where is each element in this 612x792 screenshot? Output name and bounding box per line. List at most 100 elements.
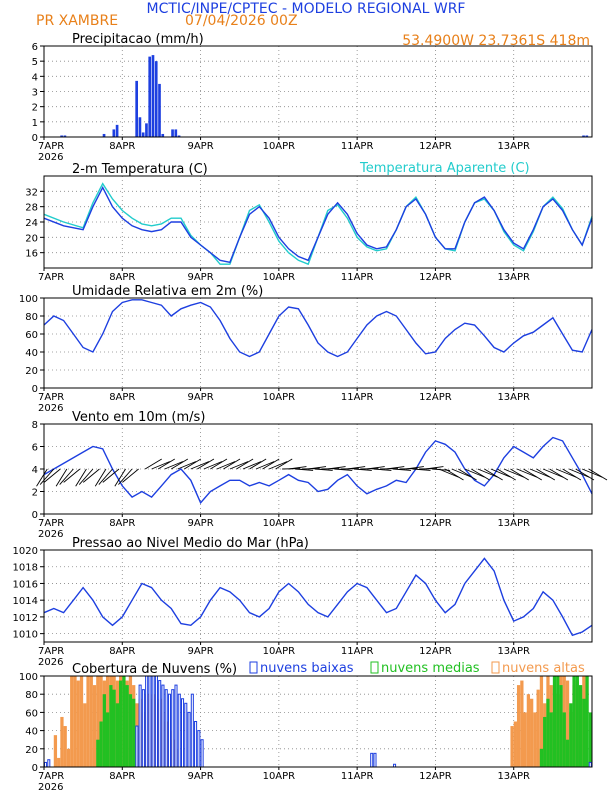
y-tick-label: 80 (25, 312, 38, 323)
cloud-bar-mid (562, 712, 566, 767)
wind-arrow (236, 458, 254, 470)
precip-bar (135, 80, 138, 137)
legend-swatch (491, 661, 500, 674)
x-tick-label: 10APR (263, 518, 296, 529)
cloud-bar-mid (582, 698, 586, 767)
apparent-temp-legend: Temperatura Aparente (C) (359, 161, 530, 176)
y-tick-label: 2 (32, 103, 38, 114)
wind-arrow (327, 466, 346, 470)
wind-arrow (386, 466, 405, 470)
cloud-bar-high (510, 726, 514, 767)
cloud-bar-low (370, 752, 374, 768)
y-tick-label: 60 (25, 708, 38, 719)
legend-label: nuvens medias (381, 661, 480, 676)
x-tick-label: 9APR (187, 518, 213, 529)
cloud-bar-low (135, 725, 139, 768)
cloud-bar-low (154, 675, 158, 768)
wind-arrow (184, 458, 202, 470)
cloud-bar-high (96, 676, 100, 767)
wind-arrow (536, 468, 556, 481)
wind-arrow (144, 458, 162, 470)
y-tick-label: 80 (25, 690, 38, 701)
line-wind (43, 436, 593, 505)
cloud-bar-mid (588, 712, 592, 767)
wind-arrow (308, 466, 327, 470)
cloud-bar-high (526, 694, 531, 767)
wind-arrow (36, 468, 48, 487)
line-pressure (43, 557, 593, 637)
plot-frame (43, 175, 593, 269)
panel-temp: 16 20 24 28 32 7APR 8APR 9APR 10APR 11APR 12APR 13A… (25, 161, 593, 283)
wind-arrow (78, 468, 94, 485)
cloud-bar-low (174, 684, 178, 768)
precip-bar (115, 124, 119, 137)
x-tick-label: 12APR (419, 771, 452, 782)
cloud-bar-high (92, 685, 97, 767)
cloud-bar-low (161, 684, 165, 768)
coordinates-label: 53.4900W 23.7361S 418m (402, 33, 590, 49)
precip-bar (171, 129, 174, 137)
wind-arrow (451, 468, 472, 478)
cloud-bar-mid (569, 703, 573, 767)
cloud-bar-high (73, 676, 77, 767)
cloud-bar-mid (112, 689, 116, 767)
x-tick-label: 13APR (497, 518, 530, 529)
cloud-bar-low (588, 761, 592, 768)
y-tick-label: 40 (25, 348, 38, 359)
legend-swatch (249, 661, 258, 674)
cloud-bar-low (194, 721, 198, 768)
x-year-label: 2026 (38, 782, 63, 792)
wind-arrow (529, 468, 551, 478)
wind-arrow (164, 461, 184, 470)
wind-arrow (262, 458, 280, 470)
wind-arrow (229, 461, 249, 470)
cloud-bar-high (66, 748, 71, 767)
x-year-label: 2026 (38, 152, 63, 163)
y-tick-label: 6 (32, 443, 38, 454)
x-tick-label: 12APR (419, 272, 452, 283)
wind-arrow (392, 468, 411, 471)
cloud-bar-mid (122, 676, 126, 767)
precip-bar (63, 135, 67, 137)
cloud-bar-high (530, 698, 534, 767)
cloud-bar-low (373, 752, 377, 768)
wind-arrow (542, 468, 564, 478)
x-tick-label: 8APR (109, 141, 135, 152)
precip-bar (141, 132, 145, 137)
wind-arrow (458, 468, 477, 481)
wind-arrow (523, 468, 543, 481)
y-tick-label: 0 (32, 510, 38, 521)
y-tick-label: 28 (25, 203, 38, 214)
x-tick-label: 10APR (263, 392, 296, 403)
precip-bar (138, 117, 142, 137)
x-tick-label: 7APR (38, 141, 64, 152)
y-tick-label: 5 (32, 57, 38, 68)
y-tick-label: 16 (25, 249, 38, 260)
y-tick-label: 100 (19, 672, 38, 683)
x-tick-label: 11APR (341, 646, 374, 657)
wind-arrow (59, 468, 74, 485)
panel-precip: 0 1 2 3 4 5 6 7APR 8APR 9APR 10APR 11APR 12APR 13APR 2… (32, 32, 593, 163)
wind-arrow (249, 458, 267, 470)
wind-arrow (170, 458, 189, 470)
panel-rh: 0 20 40 60 80 100 7APR 8APR 9APR 10APR 11APR 12APR 1… (19, 284, 593, 414)
wind-arrow (575, 468, 595, 481)
cloud-bar-mid (565, 739, 570, 767)
y-tick-label: 6 (32, 42, 38, 53)
x-tick-label: 10APR (263, 646, 296, 657)
y-tick-label: 20 (25, 366, 38, 377)
wind-arrow (406, 466, 424, 470)
wind-arrow (425, 466, 444, 470)
y-tick-label: 1010 (13, 630, 38, 641)
cloud-bar-mid (575, 676, 579, 767)
legend-label: nuvens altas (502, 661, 585, 676)
wind-arrow (63, 468, 81, 483)
cloud-bar-high (520, 680, 524, 767)
x-tick-label: 9APR (187, 141, 213, 152)
wind-arrow (366, 466, 385, 470)
wind-arrow (275, 458, 293, 470)
x-tick-label: 9APR (187, 392, 213, 403)
line-blue (43, 185, 593, 264)
wind-arrow (510, 468, 529, 481)
wind-arrow (268, 461, 288, 470)
